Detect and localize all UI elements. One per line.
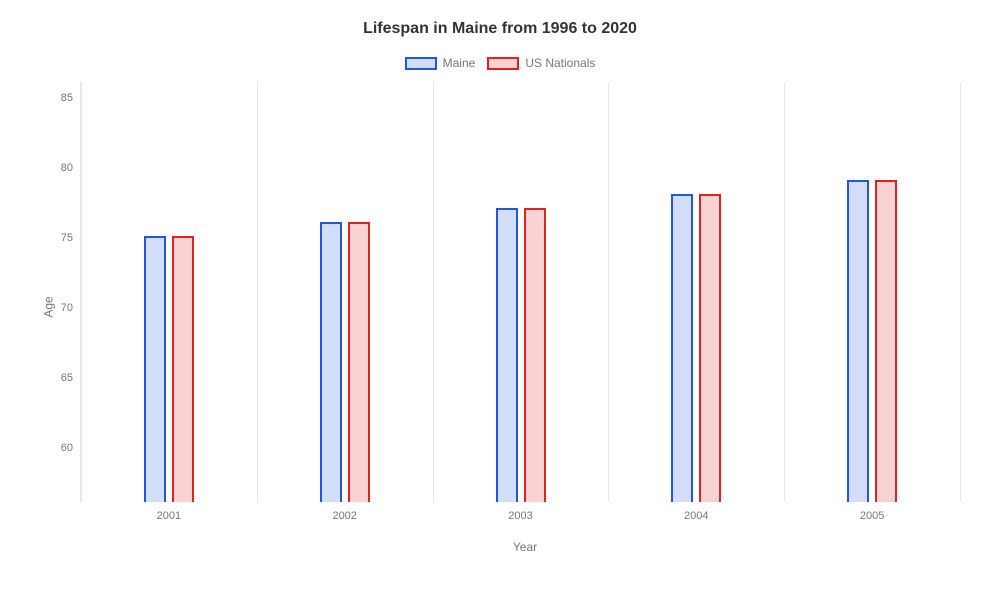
bar[interactable] bbox=[699, 194, 721, 502]
grid-line bbox=[81, 82, 82, 502]
y-tick-label: 70 bbox=[61, 302, 81, 314]
bar-group bbox=[496, 208, 546, 502]
grid-line bbox=[960, 82, 961, 502]
bar-group bbox=[671, 194, 721, 502]
x-tick-label: 2002 bbox=[332, 502, 356, 522]
x-tick-label: 2005 bbox=[860, 502, 884, 522]
legend-swatch bbox=[487, 57, 519, 70]
y-axis-label: Age bbox=[42, 296, 56, 317]
legend-item[interactable]: Maine bbox=[405, 56, 476, 70]
bar[interactable] bbox=[496, 208, 518, 502]
plot-area: 60657075808520012002200320042005 bbox=[80, 82, 960, 502]
grid-line bbox=[608, 82, 609, 502]
legend-label: Maine bbox=[443, 56, 476, 70]
legend: Maine US Nationals bbox=[30, 56, 970, 70]
bar[interactable] bbox=[847, 180, 869, 502]
grid-line bbox=[433, 82, 434, 502]
legend-swatch bbox=[405, 57, 437, 70]
chart-title: Lifespan in Maine from 1996 to 2020 bbox=[30, 20, 970, 38]
bar[interactable] bbox=[875, 180, 897, 502]
legend-item[interactable]: US Nationals bbox=[487, 56, 595, 70]
bar[interactable] bbox=[524, 208, 546, 502]
bar-group bbox=[847, 180, 897, 502]
bar[interactable] bbox=[671, 194, 693, 502]
bar[interactable] bbox=[172, 236, 194, 502]
x-tick-label: 2001 bbox=[157, 502, 181, 522]
x-axis-label: Year bbox=[80, 540, 970, 554]
y-tick-label: 75 bbox=[61, 232, 81, 244]
bar-group bbox=[144, 236, 194, 502]
x-tick-label: 2003 bbox=[508, 502, 532, 522]
grid-line bbox=[257, 82, 258, 502]
x-tick-label: 2004 bbox=[684, 502, 708, 522]
plot-wrap: Age 60657075808520012002200320042005 bbox=[80, 82, 960, 532]
bar[interactable] bbox=[320, 222, 342, 502]
y-tick-label: 65 bbox=[61, 372, 81, 384]
y-tick-label: 60 bbox=[61, 442, 81, 454]
y-tick-label: 85 bbox=[61, 92, 81, 104]
bar[interactable] bbox=[144, 236, 166, 502]
bar[interactable] bbox=[348, 222, 370, 502]
y-tick-label: 80 bbox=[61, 162, 81, 174]
bar-group bbox=[320, 222, 370, 502]
chart-container: Lifespan in Maine from 1996 to 2020 Main… bbox=[0, 0, 1000, 600]
grid-line bbox=[784, 82, 785, 502]
legend-label: US Nationals bbox=[525, 56, 595, 70]
